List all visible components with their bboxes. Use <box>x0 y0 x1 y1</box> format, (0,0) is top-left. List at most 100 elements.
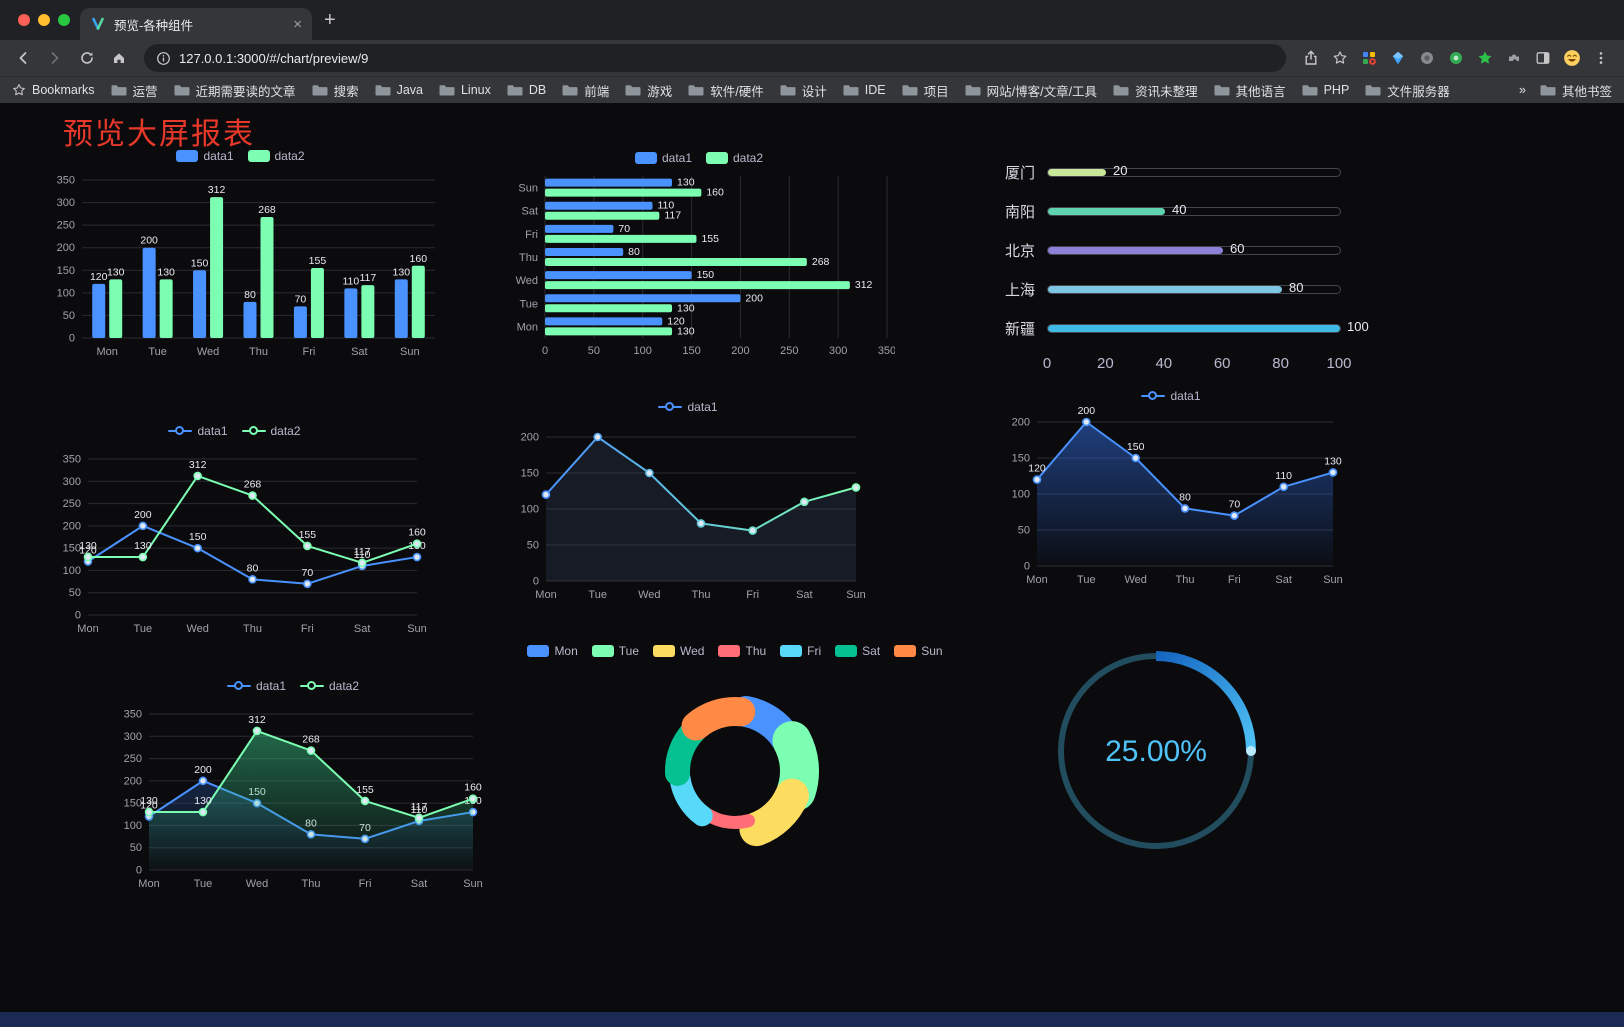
extension-green-circle-icon[interactable] <box>1447 49 1465 67</box>
svg-text:70: 70 <box>618 223 630 235</box>
svg-text:Sun: Sun <box>463 878 483 890</box>
legend-item[interactable]: Thu <box>718 644 766 658</box>
tab-favicon-icon <box>92 17 104 30</box>
extension-star-icon[interactable] <box>1476 49 1494 67</box>
profile-avatar[interactable] <box>1563 49 1581 67</box>
legend-item[interactable]: data1 <box>168 424 228 438</box>
progress-row: 上海 80 <box>995 278 1375 300</box>
other-bookmarks-folder[interactable]: 其他书签 <box>1540 81 1612 100</box>
bookmark-folder[interactable]: 软件/硬件 <box>688 81 764 100</box>
bookmark-folder[interactable]: 近期需要读的文章 <box>174 81 296 100</box>
legend-item[interactable]: Fri <box>780 644 821 658</box>
svg-text:200: 200 <box>134 509 152 521</box>
legend-item[interactable]: data1 <box>658 400 718 414</box>
svg-text:Fri: Fri <box>525 229 538 241</box>
legend-item[interactable]: Wed <box>653 644 704 658</box>
extension-globe-icon[interactable] <box>1418 49 1436 67</box>
svg-text:100: 100 <box>63 565 81 577</box>
bookmark-folder[interactable]: 设计 <box>780 81 827 100</box>
city-progress-bar-chart: 厦门 20 南阳 40 北京 60 上海 80 新疆 100 0 20 40 60 80 100 <box>995 155 1375 387</box>
window-zoom-button[interactable] <box>58 14 70 26</box>
bookmark-folder[interactable]: 搜索 <box>312 81 359 100</box>
bookmark-folder-label: Linux <box>460 83 491 97</box>
legend-item[interactable]: data1 <box>176 149 234 163</box>
svg-text:110: 110 <box>342 275 359 287</box>
svg-text:Tue: Tue <box>194 878 213 890</box>
svg-text:250: 250 <box>124 753 142 765</box>
progress-track <box>1047 285 1341 294</box>
legend-item[interactable]: data2 <box>247 149 305 163</box>
bookmark-folder[interactable]: Linux <box>439 81 491 100</box>
legend-item[interactable]: data2 <box>241 424 301 438</box>
svg-text:130: 130 <box>677 177 695 189</box>
legend-item[interactable]: Sun <box>894 644 943 658</box>
svg-text:110: 110 <box>1275 470 1292 482</box>
legend-item[interactable]: data1 <box>226 679 286 693</box>
svg-text:70: 70 <box>1228 499 1240 511</box>
bookmark-folder[interactable]: 其他语言 <box>1214 81 1286 100</box>
legend-item[interactable]: Mon <box>527 644 578 658</box>
extension-puzzle-icon[interactable] <box>1505 49 1523 67</box>
legend-item[interactable]: data1 <box>634 151 692 165</box>
address-bar[interactable]: 127.0.0.1:3000/#/chart/preview/9 <box>144 44 1286 72</box>
bookmarks-overflow-chevron[interactable]: » <box>1519 83 1526 97</box>
new-tab-button[interactable]: + <box>324 9 336 31</box>
legend-item[interactable]: Tue <box>591 644 639 658</box>
bookmark-folder[interactable]: 项目 <box>902 81 949 100</box>
home-icon[interactable] <box>104 43 134 73</box>
bookmark-folder[interactable]: 文件服务器 <box>1365 81 1450 100</box>
legend-item[interactable]: Sat <box>835 644 880 658</box>
svg-text:Sat: Sat <box>411 878 428 890</box>
svg-text:150: 150 <box>1127 441 1145 453</box>
legend-item[interactable]: data2 <box>300 679 359 693</box>
bookmark-folder[interactable]: 游戏 <box>625 81 672 100</box>
svg-text:160: 160 <box>410 253 428 265</box>
svg-text:80: 80 <box>247 562 259 574</box>
svg-text:250: 250 <box>780 345 798 357</box>
share-icon[interactable] <box>1302 49 1320 67</box>
site-info-icon[interactable] <box>156 51 171 66</box>
reload-icon[interactable] <box>72 43 102 73</box>
back-icon[interactable] <box>8 43 38 73</box>
bookmarks-bar-right: » 其他书签 <box>1519 81 1612 100</box>
bookmark-folder[interactable]: IDE <box>843 81 886 100</box>
bookmark-folder[interactable]: PHP <box>1302 81 1349 100</box>
svg-text:350: 350 <box>63 454 81 466</box>
svg-text:0: 0 <box>1024 561 1030 573</box>
svg-text:150: 150 <box>191 257 209 269</box>
svg-text:120: 120 <box>140 800 158 812</box>
svg-text:150: 150 <box>57 265 75 277</box>
progress-fill <box>1048 286 1282 293</box>
browser-tab[interactable]: 预览-各种组件 × <box>80 8 312 40</box>
chart-legend: data1 <box>993 386 1349 406</box>
legend-item[interactable]: data1 <box>1141 389 1201 403</box>
bookmark-folder[interactable]: 网站/博客/文章/工具 <box>965 81 1097 100</box>
bookmark-folder[interactable]: 前端 <box>562 81 609 100</box>
bookmark-folder[interactable]: DB <box>507 81 546 100</box>
svg-text:100: 100 <box>124 820 142 832</box>
bookmark-folder-label: 其他语言 <box>1235 84 1286 99</box>
legend-item[interactable]: data2 <box>706 151 763 165</box>
svg-text:155: 155 <box>309 255 327 267</box>
svg-text:130: 130 <box>134 540 152 552</box>
side-panel-icon[interactable] <box>1534 49 1552 67</box>
svg-text:312: 312 <box>855 279 873 291</box>
extension-gem-icon[interactable] <box>1389 49 1407 67</box>
forward-icon[interactable] <box>40 43 70 73</box>
svg-text:100: 100 <box>1012 489 1030 501</box>
window-close-button[interactable] <box>18 14 30 26</box>
extension-colorful-icon[interactable] <box>1360 49 1378 67</box>
svg-text:130: 130 <box>107 266 125 278</box>
page-title: 预览大屏报表 <box>63 118 255 151</box>
bookmarks-root[interactable]: Bookmarks <box>12 83 95 97</box>
bookmark-folder[interactable]: Java <box>375 81 423 100</box>
chart-legend: data1 data2 <box>503 148 895 168</box>
svg-text:100: 100 <box>57 287 75 299</box>
bookmark-folder[interactable]: 资讯未整理 <box>1113 81 1198 100</box>
window-minimize-button[interactable] <box>38 14 50 26</box>
bookmark-folder[interactable]: 运营 <box>111 81 158 100</box>
svg-text:110: 110 <box>354 549 371 561</box>
bookmark-star-icon[interactable] <box>1331 49 1349 67</box>
menu-kebab-icon[interactable] <box>1592 49 1610 67</box>
tab-close-icon[interactable]: × <box>293 15 302 33</box>
